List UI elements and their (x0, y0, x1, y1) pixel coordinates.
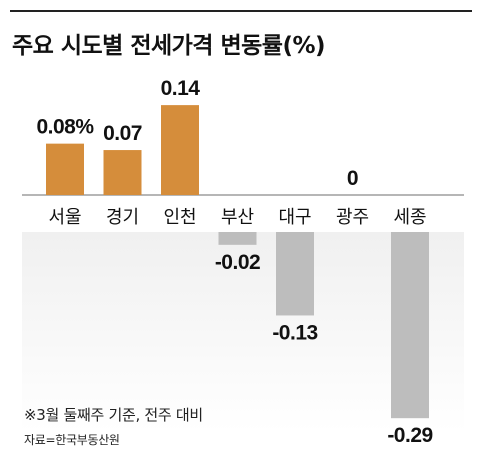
top-rule (10, 10, 472, 12)
category-label: 서울 (48, 207, 81, 228)
bar (103, 150, 142, 195)
bar (218, 232, 257, 245)
category-label: 인천 (163, 207, 196, 228)
data-label: -0.02 (215, 251, 260, 274)
data-label: 0.08% (36, 116, 94, 139)
bar (161, 105, 199, 195)
data-label: -0.29 (387, 424, 432, 447)
source-text: 자료=한국부동산원 (24, 433, 120, 447)
data-label: -0.13 (272, 321, 317, 344)
data-label: 0.14 (161, 77, 201, 100)
category-label: 광주 (336, 207, 369, 228)
category-label: 대구 (278, 207, 311, 228)
category-label: 세종 (393, 207, 426, 228)
category-label: 경기 (106, 207, 139, 228)
footnote: ※3월 둘째주 기준, 전주 대비 (24, 406, 203, 424)
bar (46, 143, 84, 195)
data-label: 0 (347, 167, 358, 190)
bar (391, 232, 429, 419)
negative-area (22, 232, 464, 432)
chart-title: 주요 시도별 전세가격 변동률(%) (12, 33, 326, 59)
category-label: 부산 (221, 207, 254, 228)
data-label: 0.07 (103, 122, 142, 145)
bar (276, 232, 314, 316)
